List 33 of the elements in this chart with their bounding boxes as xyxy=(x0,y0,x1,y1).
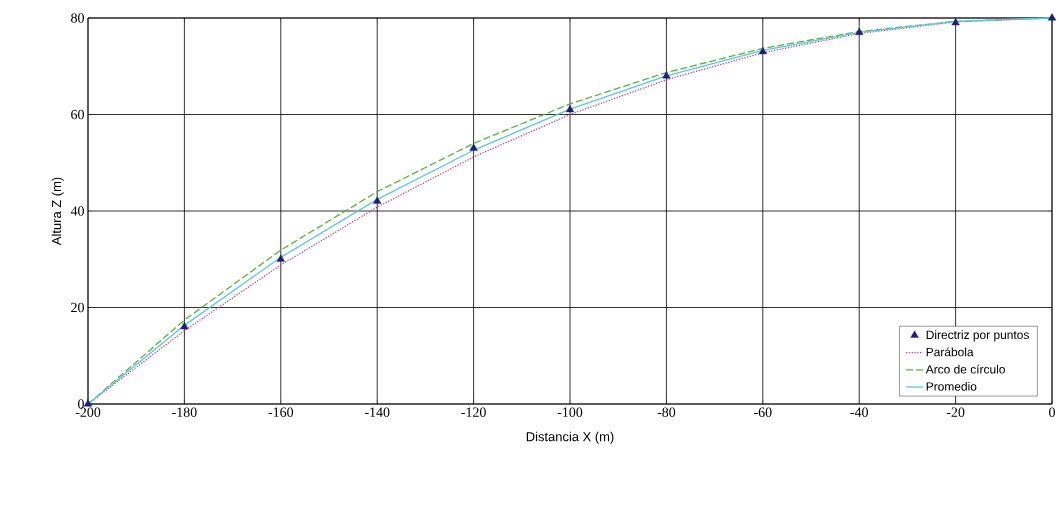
x-tick-label: -100 xyxy=(557,407,583,417)
y-tick-label: 40 xyxy=(70,206,84,216)
x-tick-label: 0 xyxy=(1049,407,1055,417)
point xyxy=(565,105,575,113)
x-tick-label: -180 xyxy=(172,407,197,417)
y-tick-label: 20 xyxy=(71,302,84,313)
y-tick-label: 80 xyxy=(71,13,84,23)
x-tick-label: -140 xyxy=(364,407,390,417)
point xyxy=(469,143,478,151)
point xyxy=(180,322,189,330)
point xyxy=(1047,13,1057,21)
legend-label: Arco de círculo xyxy=(925,364,1005,374)
x-tick-label: -60 xyxy=(754,407,772,417)
x-axis-title: Distancia X (m) xyxy=(526,431,614,444)
legend-label: Directriz por puntos xyxy=(926,330,1029,342)
y-axis-title: Altura Z (m) xyxy=(51,177,64,246)
point xyxy=(373,196,382,204)
x-tick-label: -20 xyxy=(946,407,965,417)
x-tick-label: -160 xyxy=(268,407,294,417)
x-tick-label: -200 xyxy=(75,407,101,417)
legend-label: Promedio xyxy=(926,381,977,391)
point xyxy=(276,254,285,262)
point xyxy=(758,47,767,55)
point xyxy=(662,71,671,79)
legend-label: Parábola xyxy=(926,347,974,357)
y-tick-label: 60 xyxy=(71,109,84,120)
x-tick-label: -40 xyxy=(850,407,868,417)
y-tick-label: 0 xyxy=(78,399,84,409)
x-tick-label: -80 xyxy=(657,407,676,417)
point xyxy=(855,27,864,35)
point xyxy=(951,18,960,26)
x-tick-label: -120 xyxy=(461,407,486,417)
point xyxy=(83,399,93,407)
